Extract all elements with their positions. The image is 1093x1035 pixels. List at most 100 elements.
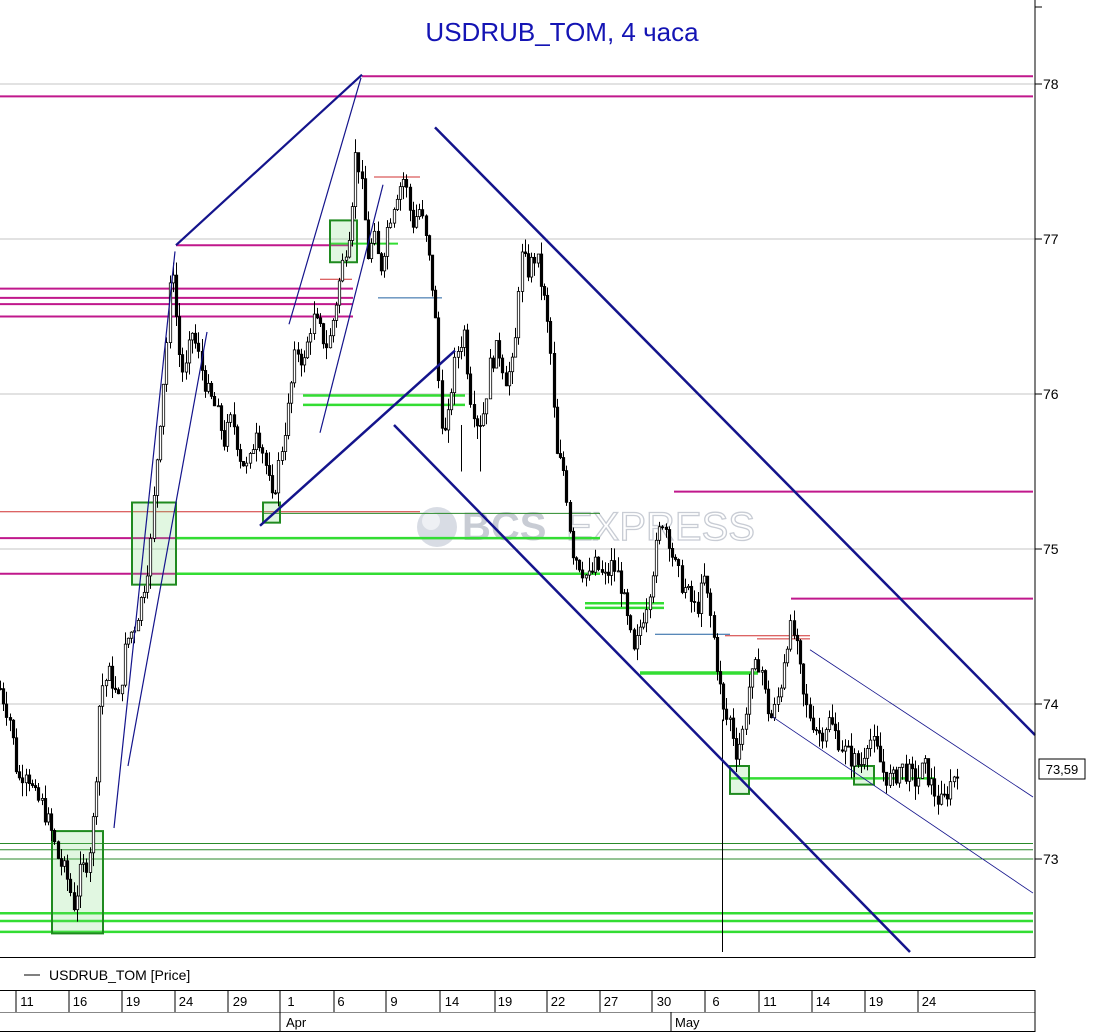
candle-body <box>52 830 57 843</box>
candle-body <box>408 186 413 211</box>
candle-body <box>136 620 141 632</box>
candle-body <box>750 668 755 688</box>
candle-body <box>945 793 950 800</box>
candle-body <box>625 592 630 617</box>
candle-body <box>686 585 691 588</box>
candle-body <box>251 449 256 454</box>
candle-body <box>62 860 67 867</box>
candle-body <box>344 256 349 261</box>
candle-body <box>126 637 131 645</box>
candle-body <box>8 717 13 721</box>
candle-body <box>814 729 819 732</box>
candle-body <box>888 772 893 786</box>
candle-body <box>734 738 739 760</box>
x-tick-label-15: 14 <box>816 994 830 1009</box>
candle-body <box>491 357 496 369</box>
y-axis: 73 74 75 76 77 78 <box>1035 76 1059 867</box>
candle-body <box>785 648 790 664</box>
candle-body <box>100 685 105 707</box>
candle-body <box>580 569 585 579</box>
candle-body <box>462 329 467 348</box>
thin-channel-line-0 <box>809 649 1034 798</box>
candle-body <box>446 409 451 431</box>
candle-body <box>920 762 925 779</box>
candle-body <box>72 892 77 911</box>
candle-body <box>139 597 144 621</box>
x-tick-label-14: 11 <box>763 994 777 1009</box>
candle-body <box>907 763 912 782</box>
trendline-4 <box>319 184 384 433</box>
candle-body <box>219 405 224 431</box>
candle-body <box>792 620 797 636</box>
candle-body <box>56 841 61 859</box>
x-tick-label-4: 29 <box>233 994 247 1009</box>
y-tick-label-77: 77 <box>1043 231 1059 247</box>
candle-body <box>500 357 505 374</box>
chart-title: USDRUB_TOM, 4 часа <box>425 17 699 47</box>
candle-body <box>638 626 643 636</box>
trend-lines <box>113 73 1036 953</box>
candle-body <box>619 570 624 594</box>
candle-body <box>955 776 960 779</box>
candle-body <box>238 449 243 462</box>
candle-body <box>683 587 688 593</box>
candle-body <box>331 320 336 337</box>
candle-body <box>660 526 665 529</box>
candle-body <box>779 687 784 698</box>
candle-body <box>641 622 646 628</box>
candle-body <box>190 332 195 341</box>
thin-channel-line-1 <box>771 716 1034 894</box>
candle-body <box>724 708 729 720</box>
candle-body <box>843 745 848 752</box>
candle-body <box>289 382 294 404</box>
candle-body <box>248 453 253 464</box>
trendline-7 <box>393 424 911 953</box>
month-label-may: May <box>675 1015 700 1030</box>
candle-body <box>440 380 445 429</box>
candle-body <box>894 769 899 784</box>
candle-body <box>824 729 829 742</box>
candle-body <box>260 447 265 454</box>
candle-body <box>702 575 707 584</box>
candle-body <box>395 198 400 210</box>
candle-body <box>798 640 803 665</box>
candle-body <box>865 748 870 759</box>
candle-body <box>577 559 582 571</box>
candle-body <box>356 152 361 173</box>
candle-body <box>897 766 902 784</box>
candle-body <box>97 705 102 783</box>
candle-body <box>862 757 867 765</box>
candle-body <box>398 186 403 200</box>
candle-body <box>673 556 678 560</box>
candle-body <box>731 717 736 739</box>
candle-body <box>705 575 710 594</box>
candle-body <box>145 575 150 593</box>
candle-body <box>392 209 397 224</box>
candle-body <box>46 813 51 823</box>
candle-body <box>596 556 601 570</box>
candle-body <box>612 560 617 572</box>
candle-body <box>763 670 768 690</box>
candle-body <box>718 671 723 685</box>
candle-body <box>321 323 326 345</box>
candle-body <box>590 570 595 573</box>
candle-body <box>635 635 640 650</box>
x-tick-label-5: 1 <box>287 994 294 1009</box>
candle-body <box>385 227 390 257</box>
candle-body <box>168 282 173 344</box>
candle-body <box>616 570 621 573</box>
candle-body <box>555 406 560 454</box>
y-tick-label-75: 75 <box>1043 541 1059 557</box>
candle-body <box>129 631 134 639</box>
candle-body <box>878 745 883 763</box>
candle-body <box>721 683 726 710</box>
candle-body <box>161 383 166 427</box>
legend-label: USDRUB_TOM [Price] <box>49 967 190 983</box>
candle-body <box>216 405 221 408</box>
candle-body <box>868 739 873 749</box>
candle-body <box>481 413 486 426</box>
x-tick-label-3: 24 <box>179 994 193 1009</box>
candle-body <box>75 895 80 911</box>
trendline-6 <box>434 126 1036 736</box>
